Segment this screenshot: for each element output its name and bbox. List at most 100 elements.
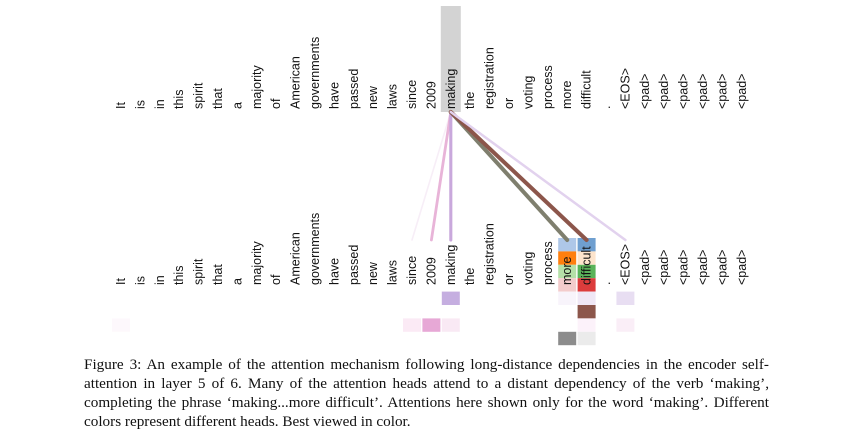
source-token-label: passed — [347, 69, 361, 109]
attention-cell — [616, 318, 635, 332]
source-token-label: governments — [308, 37, 322, 109]
source-token-label: process — [541, 65, 555, 109]
source-highlight-box — [440, 6, 461, 112]
target-token-label: It — [114, 278, 128, 285]
attention-cell — [558, 278, 577, 292]
source-token-label: of — [269, 98, 283, 109]
target-token-label: of — [269, 274, 283, 285]
source-token-highlight — [440, 6, 461, 112]
attention-line — [448, 110, 570, 242]
target-token-label: a — [230, 278, 244, 285]
source-token-label: <pad> — [735, 74, 749, 109]
source-token-label: <pad> — [657, 74, 671, 109]
source-token-label: <pad> — [638, 74, 652, 109]
source-token-label: <pad> — [696, 74, 710, 109]
target-token-label: 2009 — [424, 257, 438, 285]
source-token-label: spirit — [192, 82, 206, 109]
attention-cell — [403, 318, 421, 332]
target-token-label: in — [153, 275, 167, 285]
target-token-label: making — [444, 245, 458, 285]
source-token-label: American — [289, 56, 303, 109]
target-token-label: registration — [483, 223, 497, 285]
source-token-label: new — [366, 85, 380, 109]
attention-cell — [441, 318, 460, 332]
source-token-label: this — [172, 90, 186, 109]
source-token-label: more — [560, 80, 574, 109]
target-token-label: <pad> — [715, 250, 729, 285]
target-token-label: <pad> — [696, 250, 710, 285]
source-token-label: laws — [386, 84, 400, 109]
target-token-label: American — [289, 232, 303, 285]
target-token-label: <pad> — [735, 250, 749, 285]
figure-caption: Figure 3: An example of the attention me… — [84, 356, 769, 430]
attention-line — [449, 110, 627, 242]
source-token-label: making — [444, 69, 458, 109]
attention-figure: It is in this spirit that a majority of American g… — [112, 6, 749, 346]
attention-cell — [577, 318, 596, 332]
attention-cell — [577, 305, 596, 319]
target-token-label: <pad> — [677, 250, 691, 285]
attention-line — [448, 110, 589, 242]
attention-cell — [577, 251, 596, 265]
source-token-label: is — [133, 100, 147, 109]
source-token-label: <pad> — [715, 74, 729, 109]
source-token-label: majority — [250, 64, 264, 109]
target-token-label: laws — [386, 260, 400, 285]
target-token-label: passed — [347, 245, 361, 285]
target-token-label: voting — [521, 252, 535, 285]
target-token-label: <EOS> — [618, 244, 632, 285]
target-token-label: the — [463, 268, 477, 285]
target-token-label: or — [502, 274, 516, 285]
target-token-label: process — [541, 241, 555, 285]
attention-line — [429, 110, 453, 242]
target-token-label: more — [560, 256, 574, 285]
target-token-label: <pad> — [638, 250, 652, 285]
source-token-label: or — [502, 98, 516, 109]
attention-cell — [558, 291, 577, 305]
source-token-label: since — [405, 80, 419, 109]
source-token-label: voting — [521, 76, 535, 109]
bottom-token-row: It is in this spirit that a majority of American g… — [114, 213, 749, 285]
source-token-label: It — [114, 102, 128, 109]
attention-heatmap — [112, 238, 635, 346]
target-token-label: majority — [250, 240, 264, 285]
attention-cell — [577, 278, 596, 292]
target-token-label: . — [599, 282, 613, 285]
source-token-label: that — [211, 88, 225, 109]
target-token-label: this — [172, 266, 186, 285]
source-token-label: <pad> — [677, 74, 691, 109]
top-token-row: It is in this spirit that a majority of American g… — [114, 37, 749, 109]
target-token-label: since — [405, 256, 419, 285]
target-token-label: new — [366, 261, 380, 285]
attention-cell — [112, 318, 130, 332]
source-token-label: <EOS> — [618, 68, 632, 109]
source-token-label: . — [599, 106, 613, 109]
attention-cell — [577, 238, 596, 252]
attention-cell — [577, 331, 596, 346]
attention-cell — [558, 264, 577, 279]
source-token-label: in — [153, 99, 167, 109]
target-token-label: governments — [308, 213, 322, 285]
source-token-label: have — [327, 82, 341, 109]
source-token-label: a — [230, 102, 244, 109]
attention-lines — [411, 110, 627, 242]
source-token-label: difficult — [580, 70, 594, 109]
target-token-label: that — [211, 264, 225, 285]
source-token-label: 2009 — [424, 81, 438, 109]
attention-cell — [616, 291, 635, 305]
attention-cell — [577, 291, 596, 305]
source-token-label: the — [463, 92, 477, 109]
target-token-label: <pad> — [657, 250, 671, 285]
target-token-label: difficult — [580, 246, 594, 285]
attention-cell — [577, 264, 596, 279]
target-token-label: have — [327, 258, 341, 285]
attention-cell — [558, 331, 577, 346]
attention-line — [411, 111, 452, 241]
target-token-label: is — [133, 276, 147, 285]
attention-cell — [558, 251, 577, 265]
attention-cell — [558, 238, 577, 252]
attention-cell — [422, 318, 441, 332]
attention-cell — [441, 291, 460, 305]
target-token-label: spirit — [192, 258, 206, 285]
source-token-label: registration — [483, 47, 497, 109]
